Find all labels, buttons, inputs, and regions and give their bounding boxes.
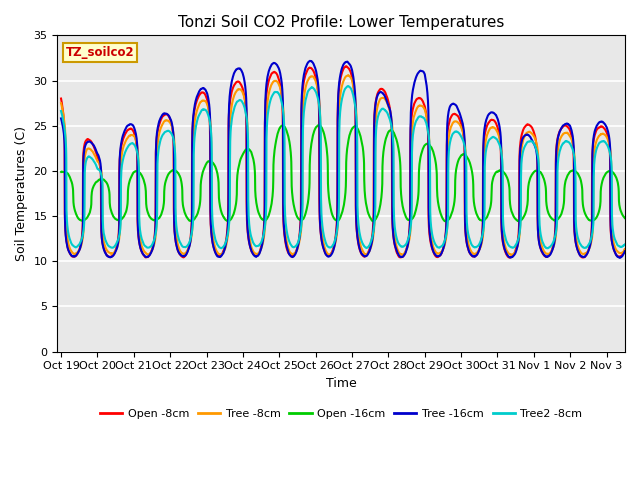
Open -8cm — [122, 131, 129, 137]
Tree -8cm — [273, 79, 281, 84]
Tree2 -8cm — [155, 145, 163, 151]
Line: Open -16cm: Open -16cm — [61, 125, 625, 221]
Tree -16cm — [306, 58, 314, 64]
Open -16cm — [57, 169, 65, 175]
Open -8cm — [610, 247, 618, 253]
Tree2 -8cm — [57, 108, 65, 114]
Tree -8cm — [298, 219, 305, 225]
Open -8cm — [298, 101, 305, 107]
Open -16cm — [155, 216, 163, 221]
Tree -16cm — [298, 98, 305, 104]
Tree -8cm — [621, 247, 628, 252]
Tree -8cm — [610, 242, 618, 248]
Line: Tree -8cm: Tree -8cm — [61, 75, 625, 255]
Tree -16cm — [57, 116, 65, 121]
Tree -16cm — [273, 62, 281, 68]
Tree -8cm — [344, 72, 352, 78]
Open -16cm — [273, 132, 281, 137]
Tree -8cm — [550, 244, 557, 250]
Tree2 -8cm — [122, 149, 129, 155]
Open -16cm — [316, 122, 323, 128]
Tree -8cm — [155, 133, 163, 139]
Open -8cm — [579, 254, 587, 260]
Tree2 -8cm — [344, 83, 352, 89]
Open -16cm — [550, 217, 557, 223]
Tree -16cm — [122, 126, 129, 132]
Open -8cm — [57, 96, 65, 101]
Tree2 -8cm — [550, 239, 557, 245]
Title: Tonzi Soil CO2 Profile: Lower Temperatures: Tonzi Soil CO2 Profile: Lower Temperatur… — [178, 15, 504, 30]
Tree -16cm — [621, 249, 628, 254]
Y-axis label: Soil Temperatures (C): Soil Temperatures (C) — [15, 126, 28, 261]
Tree -8cm — [122, 139, 129, 145]
Tree2 -8cm — [610, 234, 618, 240]
Text: TZ_soilco2: TZ_soilco2 — [66, 47, 134, 60]
Line: Tree -16cm: Tree -16cm — [61, 61, 625, 258]
Tree -16cm — [610, 247, 618, 252]
Open -8cm — [621, 247, 628, 252]
Tree2 -8cm — [273, 89, 281, 95]
Tree2 -8cm — [218, 245, 225, 251]
Line: Open -8cm: Open -8cm — [61, 66, 625, 257]
Open -8cm — [549, 243, 557, 249]
Open -16cm — [610, 171, 618, 177]
Open -8cm — [155, 123, 163, 129]
Tree2 -8cm — [621, 241, 628, 247]
Tree -8cm — [508, 252, 515, 258]
Open -16cm — [621, 215, 628, 221]
Open -8cm — [273, 72, 281, 78]
Open -8cm — [342, 63, 350, 69]
Tree -8cm — [57, 100, 65, 106]
Tree -16cm — [549, 245, 557, 251]
Legend: Open -8cm, Tree -8cm, Open -16cm, Tree -16cm, Tree2 -8cm: Open -8cm, Tree -8cm, Open -16cm, Tree -… — [95, 405, 587, 423]
X-axis label: Time: Time — [326, 377, 356, 390]
Open -16cm — [122, 211, 129, 216]
Line: Tree2 -8cm: Tree2 -8cm — [61, 86, 625, 248]
Tree2 -8cm — [298, 217, 306, 223]
Open -16cm — [225, 218, 232, 224]
Open -16cm — [298, 217, 306, 223]
Tree -16cm — [155, 120, 163, 126]
Tree -16cm — [616, 255, 623, 261]
